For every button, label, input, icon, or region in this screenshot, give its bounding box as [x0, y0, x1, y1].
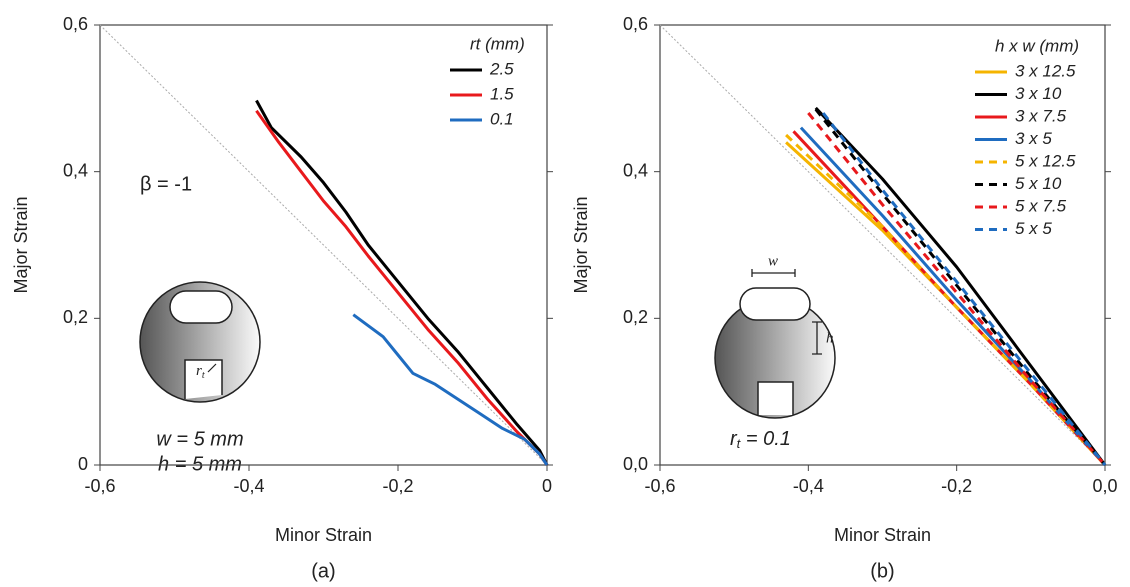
annotation: w = 5 mm: [156, 428, 243, 450]
x-tick-label: -0,2: [941, 476, 972, 496]
x-tick-label: -0,6: [84, 476, 115, 496]
legend-label: 3 x 7.5: [1015, 106, 1067, 125]
annotation: r: [196, 363, 202, 379]
y-tick-label: 0,2: [623, 307, 648, 327]
annotation: h: [826, 330, 834, 346]
y-tick-label: 0,6: [623, 14, 648, 34]
legend-label: 1.5: [490, 84, 514, 103]
y-tick-label: 0,2: [63, 307, 88, 327]
annotation: = 0.1: [740, 428, 791, 450]
x-tick-label: -0,4: [233, 476, 264, 496]
legend-label: 5 x 5: [1015, 219, 1052, 238]
legend-label: 2.5: [489, 59, 514, 78]
y-axis-title: Major Strain: [11, 196, 31, 293]
notch-label: rt: [196, 363, 205, 381]
annotation: h = 5 mm: [158, 453, 242, 475]
annotation: t: [202, 370, 205, 381]
x-tick-label: -0,2: [382, 476, 413, 496]
specimen-icon: [139, 281, 261, 403]
series-line: [814, 108, 1107, 466]
plot-frame: [99, 24, 548, 466]
y-tick-label: 0,4: [63, 160, 88, 180]
legend-title: rt (mm): [470, 34, 525, 53]
x-tick-label: 0: [542, 476, 552, 496]
legend-title: h x w (mm): [995, 36, 1079, 55]
series-line: [814, 106, 1107, 466]
annotation: r: [730, 428, 738, 450]
series-line: [785, 133, 1107, 467]
annotation: w: [768, 253, 778, 269]
series-line: [352, 313, 549, 466]
annotation: t: [737, 436, 742, 451]
series-line: [807, 112, 1107, 466]
reference-line: [99, 24, 548, 466]
annotation: rt = 0.1: [730, 428, 791, 451]
plot-frame: [659, 24, 1106, 466]
x-tick-label: 0,0: [1092, 476, 1117, 496]
caption: (a): [311, 560, 335, 582]
legend-label: 5 x 7.5: [1015, 196, 1067, 215]
y-tick-label: 0,4: [623, 160, 648, 180]
legend-label: 3 x 10: [1015, 84, 1062, 103]
legend-label: 3 x 12.5: [1015, 61, 1076, 80]
x-tick-label: -0,6: [644, 476, 675, 496]
series-line: [821, 112, 1107, 466]
series-line: [255, 109, 549, 466]
y-tick-label: 0: [78, 454, 88, 474]
reference-line: [659, 24, 1106, 466]
legend-label: 5 x 10: [1015, 174, 1062, 193]
legend-label: 0.1: [490, 109, 514, 128]
y-axis-title: Major Strain: [571, 196, 591, 293]
y-tick-label: 0,0: [623, 454, 648, 474]
x-axis-title: Minor Strain: [275, 525, 372, 545]
legend-label: 3 x 5: [1015, 129, 1052, 148]
y-tick-label: 0,6: [63, 14, 88, 34]
series-line: [255, 99, 549, 466]
caption: (b): [870, 560, 894, 582]
x-axis-title: Minor Strain: [834, 525, 931, 545]
annotation: β = -1: [140, 173, 192, 195]
x-tick-label: -0,4: [793, 476, 824, 496]
legend-label: 5 x 12.5: [1015, 151, 1076, 170]
specimen-icon: [714, 269, 836, 419]
